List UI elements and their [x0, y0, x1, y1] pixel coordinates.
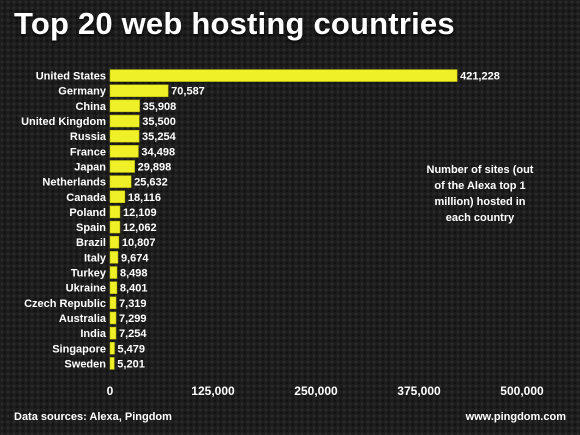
bar	[109, 326, 117, 340]
bar	[109, 235, 120, 249]
category-label: Singapore	[52, 343, 106, 355]
category-label: France	[70, 146, 106, 158]
value-label: 29,898	[138, 161, 172, 173]
value-label: 5,201	[117, 358, 145, 370]
x-tick-label: 125,000	[191, 384, 235, 398]
category-label: Netherlands	[42, 177, 106, 189]
chart-annotation: Number of sites (out of the Alexa top 1 …	[426, 164, 534, 224]
value-label: 70,587	[171, 86, 205, 98]
data-sources-note: Data sources: Alexa, Pingdom	[14, 411, 172, 423]
category-label: Brazil	[76, 237, 106, 249]
value-label: 8,401	[120, 283, 148, 295]
category-label: Czech Republic	[24, 298, 106, 310]
category-label: Canada	[66, 192, 107, 204]
value-label: 18,116	[128, 192, 161, 204]
value-label: 7,254	[119, 328, 147, 340]
bar	[109, 266, 118, 279]
x-tick-label: 0	[107, 384, 114, 398]
bar	[109, 145, 139, 158]
value-label: 10,807	[122, 237, 156, 249]
x-tick-label: 500,000	[500, 384, 544, 398]
bar	[109, 357, 115, 370]
bar	[109, 114, 140, 128]
value-label: 421,228	[460, 71, 500, 83]
x-tick-label: 250,000	[294, 384, 338, 398]
category-label: China	[75, 101, 106, 113]
bar	[109, 99, 140, 113]
bar	[109, 175, 132, 188]
value-label: 12,109	[123, 207, 157, 219]
bar	[109, 160, 135, 173]
category-label: Australia	[59, 313, 107, 325]
bar	[109, 296, 117, 310]
bar	[109, 342, 115, 355]
category-label: Japan	[74, 161, 106, 173]
bar	[109, 84, 169, 97]
bar	[109, 251, 119, 264]
value-label: 34,498	[141, 146, 175, 158]
category-label: Russia	[70, 131, 107, 143]
category-label: United States	[36, 71, 106, 83]
value-label: 7,299	[119, 313, 147, 325]
value-label: 12,062	[123, 222, 157, 234]
value-label: 7,319	[119, 298, 147, 310]
category-label: Sweden	[64, 358, 106, 370]
source-website: www.pingdom.com	[465, 411, 566, 423]
bar	[109, 281, 118, 294]
category-label: India	[80, 328, 107, 340]
value-label: 25,632	[134, 177, 168, 189]
value-label: 35,908	[143, 101, 177, 113]
category-label: Turkey	[71, 268, 107, 280]
bar	[109, 311, 117, 325]
bar	[109, 205, 121, 219]
value-label: 35,254	[142, 131, 177, 143]
category-label: Italy	[84, 252, 107, 264]
category-label: Spain	[76, 222, 106, 234]
category-label: Germany	[58, 86, 107, 98]
bar	[109, 69, 458, 82]
value-label: 9,674	[121, 252, 149, 264]
value-label: 35,500	[142, 116, 176, 128]
category-label: United Kingdom	[21, 116, 106, 128]
category-label: Poland	[69, 207, 106, 219]
bar	[109, 220, 121, 234]
value-label: 5,479	[118, 343, 146, 355]
category-label: Ukraine	[66, 283, 106, 295]
bar	[109, 190, 126, 204]
x-tick-label: 375,000	[397, 384, 441, 398]
bar	[109, 129, 140, 143]
chart-title: Top 20 web hosting countries	[14, 6, 455, 41]
value-label: 8,498	[120, 268, 148, 280]
